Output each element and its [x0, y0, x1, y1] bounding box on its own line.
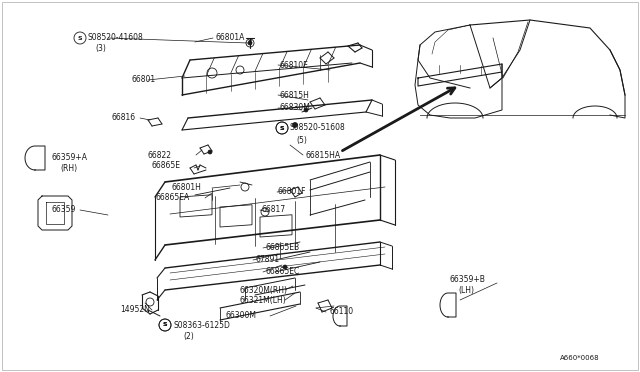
Text: A660*0068: A660*0068 [560, 355, 600, 361]
Text: 66801F: 66801F [278, 187, 307, 196]
Circle shape [248, 41, 252, 45]
Text: 66110: 66110 [330, 308, 354, 317]
Text: S08520-41608: S08520-41608 [88, 33, 144, 42]
Circle shape [304, 108, 308, 112]
Text: 66815H: 66815H [280, 90, 310, 99]
Text: 66320M(RH): 66320M(RH) [240, 285, 288, 295]
Text: 66300M: 66300M [225, 311, 256, 321]
Text: 14952N: 14952N [120, 305, 150, 314]
Text: 66865EB: 66865EB [265, 244, 299, 253]
Text: (LH): (LH) [458, 286, 474, 295]
Text: 66359: 66359 [52, 205, 76, 215]
Circle shape [208, 150, 212, 154]
Text: 66865EC: 66865EC [265, 267, 300, 276]
Text: 66801H: 66801H [172, 183, 202, 192]
Circle shape [283, 265, 287, 269]
Text: S: S [280, 125, 284, 131]
Text: 66801A: 66801A [216, 33, 245, 42]
Text: 66801: 66801 [132, 76, 156, 84]
Text: S: S [163, 323, 167, 327]
Text: (2): (2) [183, 333, 194, 341]
Text: 66810E: 66810E [280, 61, 309, 70]
Text: S: S [163, 323, 167, 327]
Text: S: S [77, 35, 83, 41]
Text: 66816: 66816 [111, 113, 135, 122]
Text: S: S [248, 41, 252, 45]
Text: (3): (3) [95, 44, 106, 52]
Text: (5): (5) [296, 135, 307, 144]
Text: S: S [280, 125, 284, 131]
Text: 67891: 67891 [255, 256, 279, 264]
Text: 66321M(LH): 66321M(LH) [240, 295, 287, 305]
Text: 66359+A: 66359+A [52, 154, 88, 163]
Text: 66359+B: 66359+B [450, 276, 486, 285]
Text: 66865EA: 66865EA [155, 193, 189, 202]
Text: S08363-6125D: S08363-6125D [173, 321, 230, 330]
Text: 66815HA: 66815HA [305, 151, 340, 160]
Text: 66830M: 66830M [280, 103, 311, 112]
Text: S08520-51608: S08520-51608 [290, 124, 346, 132]
Text: 66822: 66822 [148, 151, 172, 160]
Circle shape [292, 122, 298, 128]
Text: 66817: 66817 [262, 205, 286, 215]
Text: 66865E: 66865E [152, 161, 181, 170]
Text: (RH): (RH) [60, 164, 77, 173]
